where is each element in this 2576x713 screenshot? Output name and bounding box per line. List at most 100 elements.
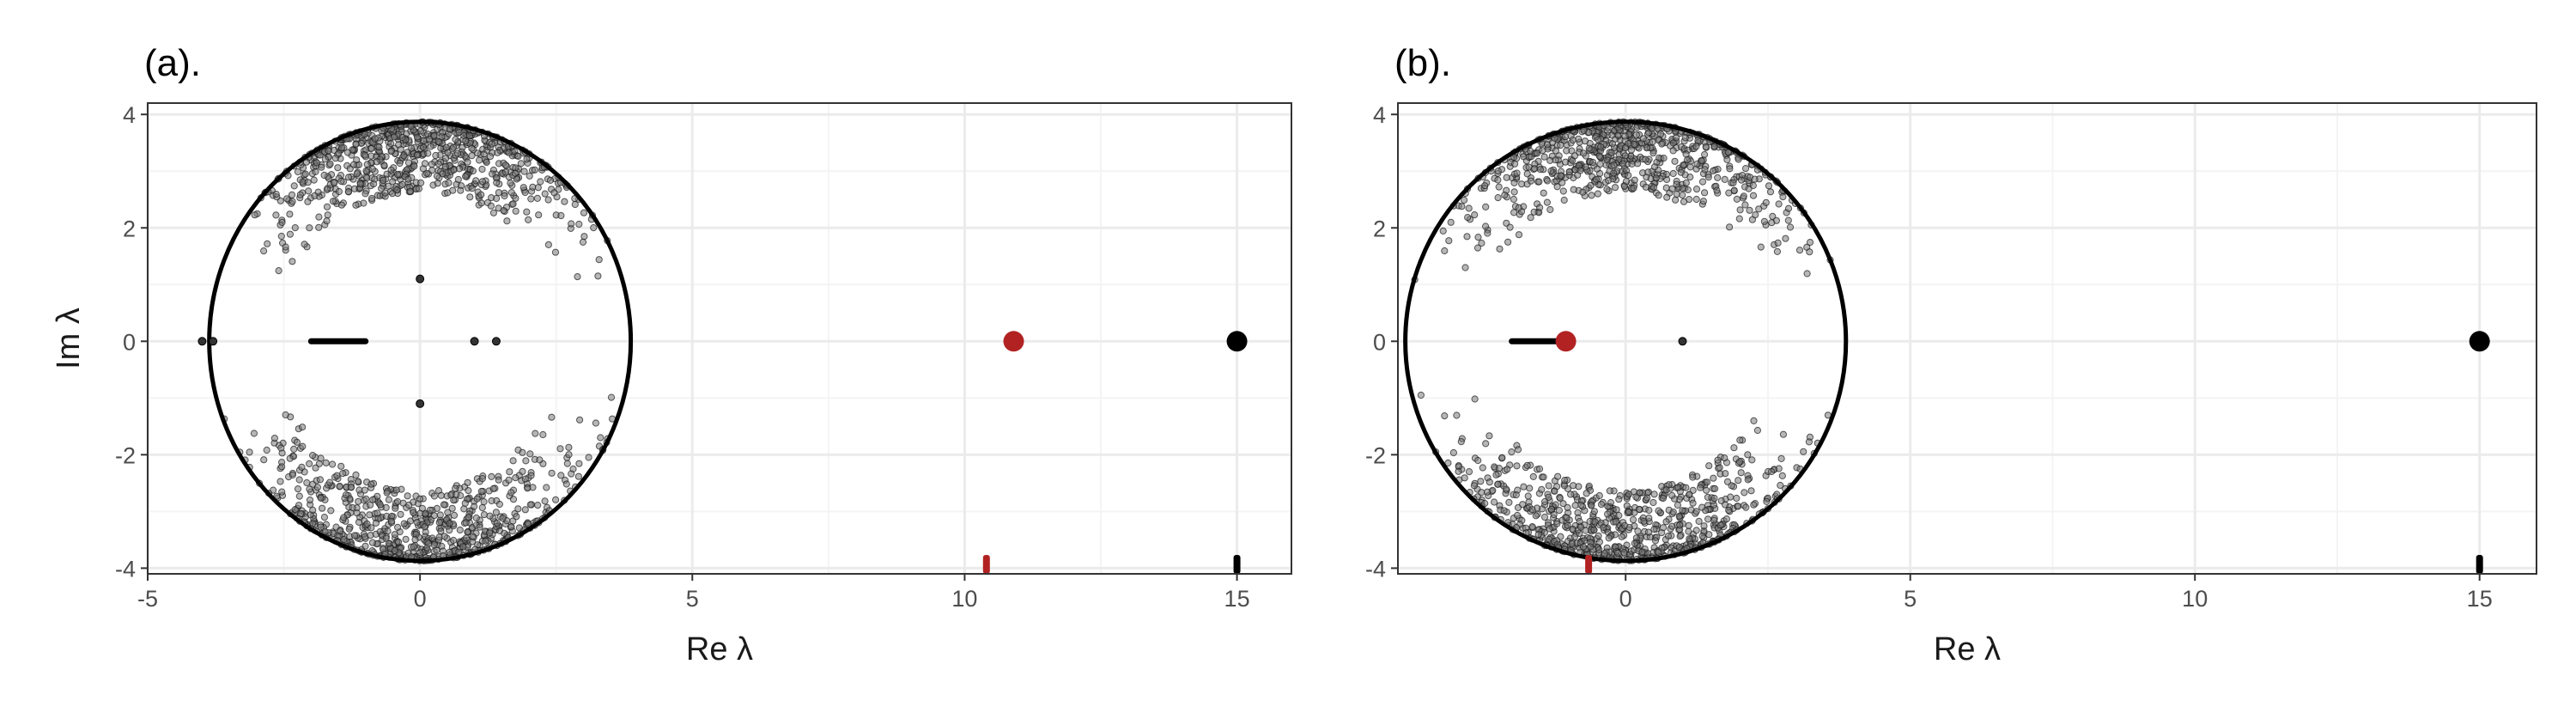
eigenvalue-point: [1652, 174, 1660, 182]
eigenvalue-point: [1559, 500, 1567, 508]
eigenvalue-point: [434, 137, 442, 145]
eigenvalue-point: [1536, 166, 1545, 174]
eigenvalue-point: [1683, 156, 1692, 164]
y-tick-label: -2: [115, 442, 136, 468]
eigenvalue-point: [1773, 491, 1781, 498]
eigenvalue-point: [1550, 510, 1558, 519]
eigenvalue-point: [445, 179, 453, 186]
eigenvalue-point: [1649, 184, 1658, 192]
eigenvalue-point: [512, 474, 519, 482]
eigenvalue-point: [1565, 168, 1573, 176]
isolated-eigenvalue-point: [470, 337, 479, 346]
eigenvalue-point: [422, 509, 429, 517]
eigenvalue-point: [500, 207, 507, 215]
eigenvalue-point: [410, 509, 417, 516]
eigenvalue-point: [289, 471, 296, 479]
eigenvalue-point: [444, 509, 452, 516]
eigenvalue-point: [512, 194, 519, 202]
eigenvalue-point: [607, 393, 616, 401]
eigenvalue-point: [368, 194, 376, 203]
eigenvalue-point: [317, 494, 325, 503]
eigenvalue-point: [312, 168, 319, 175]
eigenvalue-point: [286, 454, 294, 462]
eigenvalue-point: [389, 178, 397, 186]
eigenvalue-point: [1541, 497, 1549, 506]
eigenvalue-point: [382, 503, 390, 512]
eigenvalue-point: [488, 140, 496, 148]
eigenvalue-point: [277, 444, 285, 452]
eigenvalue-point: [1478, 239, 1485, 247]
eigenvalue-point: [1491, 498, 1498, 506]
eigenvalue-point: [1657, 130, 1665, 137]
eigenvalue-point: [452, 136, 459, 143]
eigenvalue-point: [260, 456, 268, 464]
eigenvalue-point: [404, 492, 411, 500]
eigenvalue-point: [408, 144, 416, 152]
eigenvalue-point: [1644, 168, 1652, 176]
eigenvalue-point: [1610, 169, 1618, 177]
eigenvalue-point: [441, 162, 449, 170]
eigenvalue-point: [539, 430, 547, 439]
eigenvalue-point: [324, 211, 331, 219]
eigenvalue-point: [366, 511, 374, 519]
eigenvalue-point: [385, 539, 392, 547]
eigenvalue-point: [1705, 531, 1713, 539]
eigenvalue-point: [342, 491, 350, 499]
eigenvalue-point: [362, 167, 370, 175]
eigenvalue-point: [1676, 521, 1684, 529]
eigenvalue-point: [1650, 491, 1658, 498]
eigenvalue-point: [505, 476, 513, 484]
eigenvalue-point: [336, 527, 343, 535]
eigenvalue-point: [1768, 219, 1776, 227]
eigenvalue-point: [526, 501, 534, 509]
eigenvalue-point: [480, 511, 489, 519]
eigenvalue-point: [1571, 152, 1579, 160]
eigenvalue-point: [326, 478, 334, 486]
eigenvalue-point: [1645, 506, 1653, 515]
eigenvalue-point: [291, 224, 299, 232]
eigenvalue-point: [546, 176, 555, 184]
eigenvalue-point: [574, 472, 583, 480]
eigenvalue-point: [1631, 140, 1638, 149]
outlier-red-point: [1555, 331, 1577, 352]
eigenvalue-point: [1730, 444, 1738, 452]
isolated-eigenvalue-point: [209, 337, 218, 346]
eigenvalue-point: [416, 127, 424, 135]
eigenvalue-point: [323, 203, 331, 210]
eigenvalue-point: [1782, 235, 1789, 242]
eigenvalue-point: [556, 445, 564, 453]
eigenvalue-point: [489, 209, 498, 216]
x-tick-label: -5: [137, 586, 158, 612]
eigenvalue-point: [1553, 183, 1561, 191]
y-tick-label: 2: [1373, 216, 1386, 241]
eigenvalue-point: [563, 460, 571, 467]
eigenvalue-point: [454, 175, 462, 184]
eigenvalue-point: [1547, 167, 1555, 175]
eigenvalue-point: [456, 526, 464, 534]
eigenvalue-point: [391, 133, 398, 141]
eigenvalue-point: [1625, 508, 1633, 516]
eigenvalue-point: [393, 171, 402, 179]
eigenvalue-point: [320, 171, 328, 180]
eigenvalue-point: [1682, 484, 1690, 491]
eigenvalue-point: [1629, 515, 1637, 524]
eigenvalue-point: [1594, 190, 1602, 198]
eigenvalue-point: [1658, 140, 1666, 148]
eigenvalue-point: [1677, 168, 1685, 176]
eigenvalue-point: [1464, 214, 1472, 222]
eigenvalue-point: [321, 155, 329, 163]
eigenvalue-point: [1692, 186, 1701, 193]
eigenvalue-point: [1531, 165, 1539, 173]
eigenvalue-point: [1655, 507, 1662, 515]
eigenvalue-point: [595, 256, 603, 264]
eigenvalue-point: [415, 185, 422, 192]
eigenvalue-point: [344, 188, 352, 196]
eigenvalue-point: [1461, 196, 1468, 204]
eigenvalue-point: [339, 470, 347, 478]
eigenvalue-point: [471, 503, 478, 510]
eigenvalue-point: [352, 140, 360, 149]
eigenvalue-point: [468, 185, 476, 192]
eigenvalue-point: [1736, 436, 1744, 444]
eigenvalue-point: [1556, 495, 1564, 503]
eigenvalue-point: [1735, 503, 1742, 510]
